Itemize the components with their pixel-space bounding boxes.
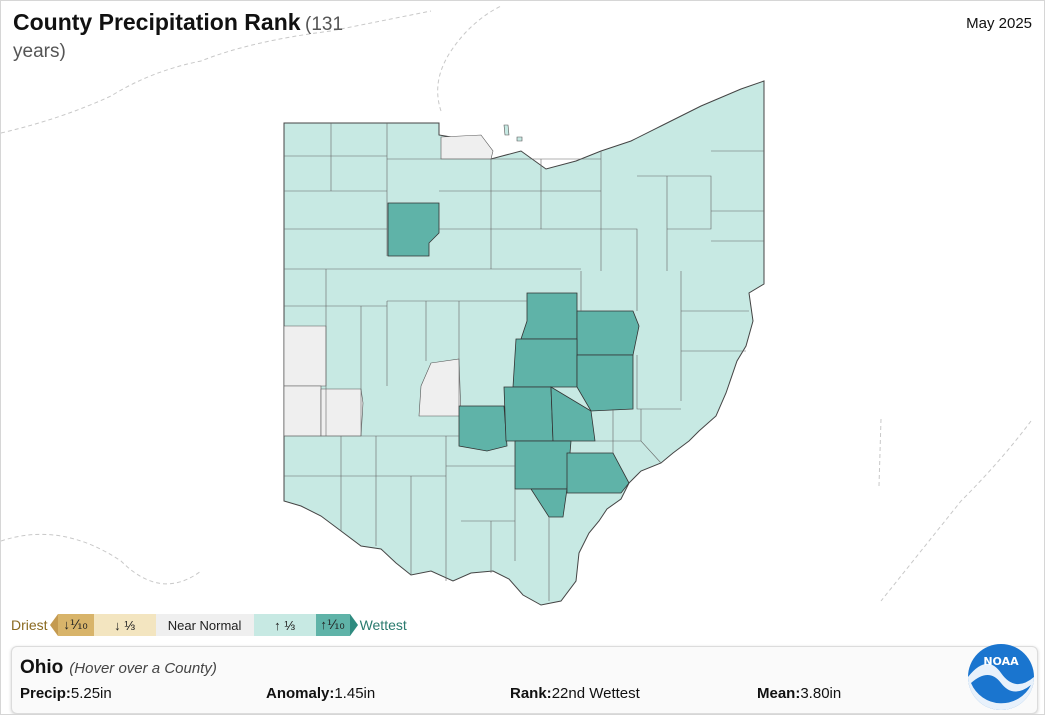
stat-precip-label: Precip: <box>20 685 71 702</box>
county-clark <box>418 358 462 417</box>
stat-rank-label: Rank: <box>510 685 552 702</box>
stat-anomaly-label: Anomaly: <box>266 685 335 702</box>
stat-precip: Precip:5.25in <box>20 685 112 702</box>
info-panel: Ohio (Hover over a County) Precip:5.25in … <box>11 644 1038 714</box>
county-athens <box>566 452 630 494</box>
near-normal-counties[interactable] <box>283 134 494 437</box>
county-licking <box>512 338 578 388</box>
stat-mean-value: 3.80in <box>800 685 842 702</box>
legend-driest-tenth: ↓⅒ <box>57 614 94 636</box>
stat-rank: Rank:22nd Wettest <box>510 685 640 702</box>
county-boundaries <box>284 123 764 601</box>
noaa-logo-icon: NOAA <box>968 644 1034 710</box>
county-hocking <box>514 440 572 490</box>
background-boundaries <box>1 5 1032 602</box>
county-muskingum <box>576 354 634 412</box>
map-title-block: County Precipitation Rank (131 years) <box>13 9 393 66</box>
legend-wettest-third: ↑ ⅓ <box>253 614 316 636</box>
stat-anomaly-value: 1.45in <box>334 685 376 702</box>
lake-islands <box>503 124 523 142</box>
county-coshocton <box>576 310 640 356</box>
county-williams-lake <box>440 134 494 160</box>
county-franklin <box>458 405 508 452</box>
period-label: May 2025 <box>966 15 1032 32</box>
county-montgomery <box>320 388 364 437</box>
county-hancock <box>387 202 440 257</box>
noaa-logo-text: NOAA <box>983 655 1019 668</box>
stat-precip-value: 5.25in <box>70 685 112 702</box>
county-knox <box>520 292 578 340</box>
legend-wettest-tenth: ↑⅒ <box>315 614 350 636</box>
info-title: Ohio (Hover over a County) <box>20 657 217 679</box>
county-vinton <box>530 488 568 518</box>
info-state-name: Ohio <box>20 657 64 678</box>
stat-rank-value: 22nd Wettest <box>551 685 640 702</box>
county-darke <box>283 325 327 387</box>
legend-near-normal: Near Normal <box>155 614 254 636</box>
info-hint: (Hover over a County) <box>69 660 217 677</box>
map-subtitle: (131 years) <box>13 14 344 62</box>
map-title: County Precipitation Rank <box>13 9 301 35</box>
legend-driest-label: Driest <box>11 617 48 633</box>
legend-right-arrow-icon <box>349 614 358 636</box>
legend: Driest ↓⅒ ↓ ⅓ Near Normal ↑ ⅓ ↑⅒ Wettest <box>11 613 407 637</box>
county-preble <box>283 385 322 437</box>
stat-mean-label: Mean: <box>757 685 801 702</box>
stat-mean: Mean:3.80in <box>757 685 841 702</box>
legend-left-arrow-icon <box>49 614 58 636</box>
wettest-counties[interactable] <box>387 202 640 518</box>
legend-wettest-label: Wettest <box>359 617 407 633</box>
stat-anomaly: Anomaly:1.45in <box>266 685 375 702</box>
county-fairfield <box>503 386 554 442</box>
legend-driest-third: ↓ ⅓ <box>93 614 156 636</box>
